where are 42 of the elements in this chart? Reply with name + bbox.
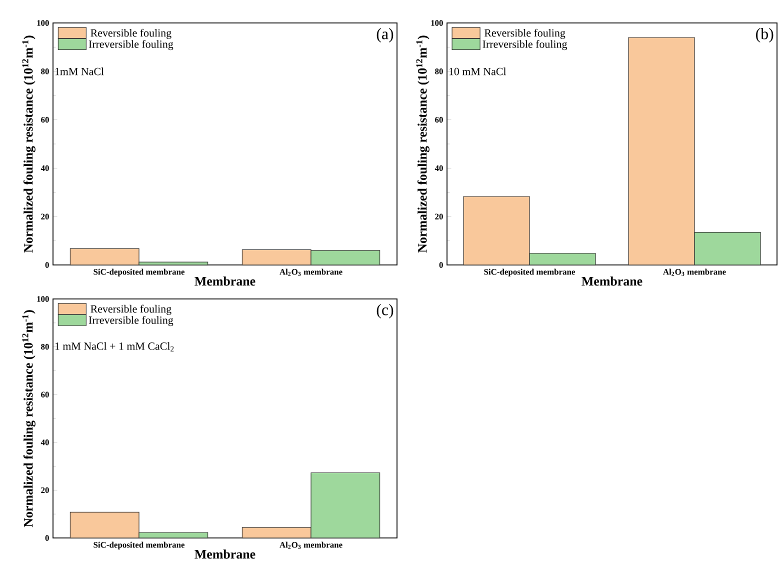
legend-label: Irreversible fouling	[482, 40, 568, 50]
y-tick-label: 0	[45, 535, 49, 541]
y-axis-title: Normalized fouling resistance (10$^{12}$m$^{-1}$)	[416, 36, 430, 253]
x-axis-title: Membrane	[582, 276, 642, 286]
y-tick-label: 40	[434, 165, 443, 172]
y-tick-label: 0	[439, 262, 443, 268]
annotation: 10 mM NaCl	[449, 68, 506, 76]
x-axis-title: Membrane	[194, 276, 256, 286]
legend-label: Reversible fouling	[90, 28, 172, 39]
y-tick-label: 0	[45, 262, 49, 268]
y-tick-label: 60	[41, 392, 49, 398]
x-tick-label: SiC-deposited membrane	[94, 268, 185, 276]
y-tick-label: 20	[41, 214, 49, 220]
x-tick-label: Al$_{2}$O$_{3}$ membrane	[280, 268, 342, 276]
y-tick-label: 60	[435, 116, 443, 123]
y-tick-label: 60	[41, 116, 49, 123]
y-axis-title: Normalized fouling resistance (10$^{12}$m$^{-1}$)	[22, 310, 36, 528]
legend-label: Reversible fouling	[484, 28, 566, 39]
x-tick-label: Al$_{2}$O$_{3}$ membrane	[663, 268, 726, 276]
y-tick-label: 80	[435, 68, 443, 74]
y-tick-label: 20	[435, 214, 443, 220]
annotation: (b)	[756, 28, 774, 43]
legend-label: Irreversible fouling	[88, 316, 174, 326]
x-axis-title: Membrane	[194, 550, 256, 559]
legend-label: Irreversible fouling	[88, 40, 174, 50]
y-tick-label: 20	[41, 487, 49, 494]
annotation: (a)	[376, 28, 394, 43]
y-tick-label: 40	[40, 165, 49, 172]
x-tick-label: Al$_{2}$O$_{3}$ membrane	[280, 542, 342, 549]
annotation: 1 mM NaCl + 1 mM CaCl$_{2}$	[55, 342, 174, 352]
x-tick-label: SiC-deposited membrane	[484, 268, 576, 276]
y-axis-title: Normalized fouling resistance (10$^{12}$m$^{-1}$)	[22, 36, 36, 253]
annotation: 1mM NaCl	[55, 68, 104, 76]
annotation: (c)	[376, 304, 394, 318]
y-tick-label: 40	[40, 440, 49, 446]
y-tick-label: 80	[41, 344, 49, 350]
x-tick-label: SiC-deposited membrane	[94, 542, 185, 550]
y-tick-label: 80	[41, 68, 49, 74]
y-tick-label: 100	[37, 296, 49, 302]
y-tick-label: 100	[37, 20, 49, 26]
legend-label: Reversible fouling	[90, 304, 172, 315]
y-tick-label: 100	[431, 20, 443, 26]
